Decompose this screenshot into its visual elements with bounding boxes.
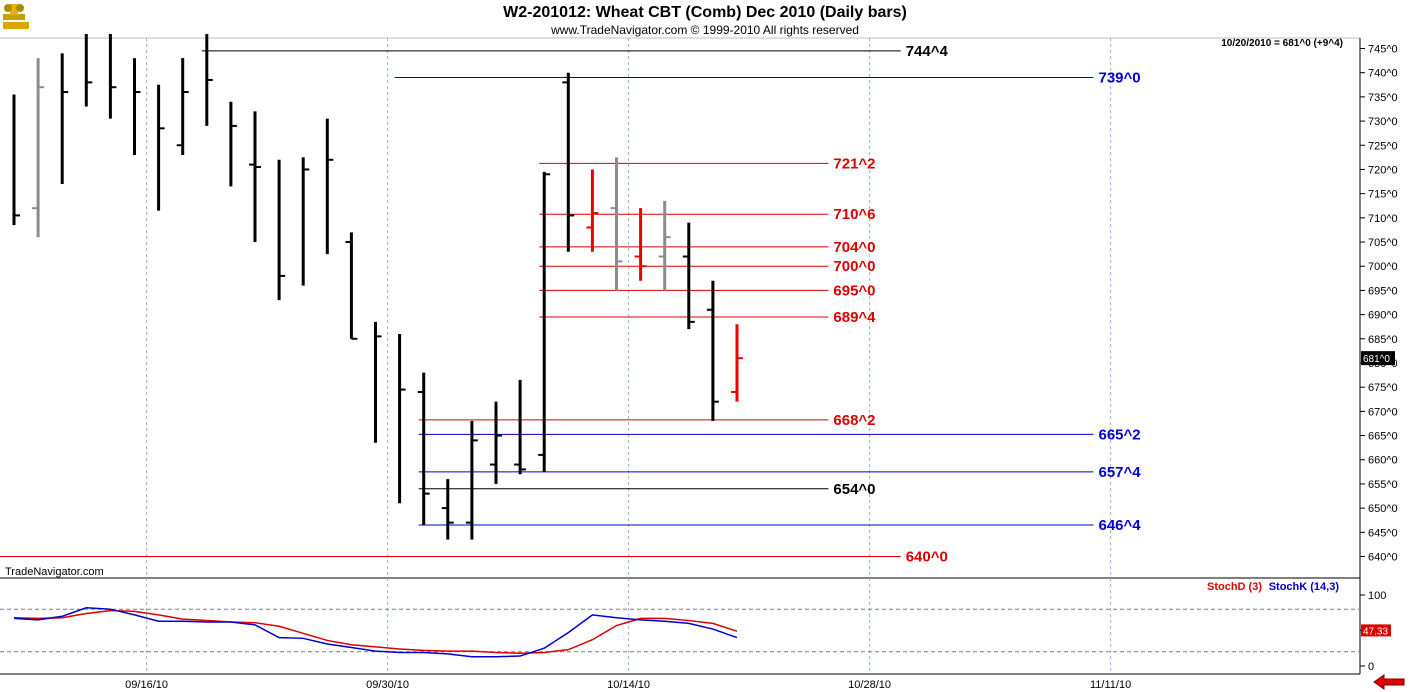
y-tick-label: 705^0 xyxy=(1368,237,1398,249)
last-price-box xyxy=(1361,351,1395,366)
price-bar xyxy=(301,157,310,286)
y-tick-label: 690^0 xyxy=(1368,310,1398,322)
price-bar xyxy=(634,208,647,281)
price-layer: 09/16/10 09/30/10 10/14/10 10/28/10 11/11/10… xyxy=(0,33,1398,691)
price-bar xyxy=(345,232,358,340)
y-tick-label: 730^0 xyxy=(1368,116,1398,128)
level-label: 721^2 xyxy=(833,155,875,172)
level-label: 668^2 xyxy=(833,412,875,429)
y-tick-label: 640^0 xyxy=(1368,552,1398,564)
bull-and-bear-logo-icon xyxy=(3,4,29,29)
osc-y-tick-label: 100 xyxy=(1368,590,1386,602)
level-label: 700^0 xyxy=(833,258,875,275)
last-price-label: 681^0 xyxy=(1363,354,1390,365)
level-label: 689^4 xyxy=(833,309,876,326)
price-bar xyxy=(157,84,165,211)
price-bar xyxy=(610,157,623,291)
scroll-left-button[interactable] xyxy=(1373,674,1405,690)
price-bar xyxy=(12,94,20,226)
price-bar xyxy=(417,372,430,526)
x-tick-label: 10/14/10 xyxy=(607,679,650,691)
price-bar xyxy=(249,111,261,243)
level-label: 665^2 xyxy=(1099,426,1141,443)
y-tick-label: 720^0 xyxy=(1368,164,1398,176)
price-bar xyxy=(229,101,237,187)
price-bar xyxy=(682,222,695,330)
osc-y-tick-label: 0 xyxy=(1368,661,1374,673)
price-bar xyxy=(32,58,45,238)
level-label: 744^4 xyxy=(906,43,949,60)
price-bar xyxy=(465,421,478,540)
osc-series-line xyxy=(13,609,738,654)
level-label: 710^6 xyxy=(833,206,875,223)
price-bar xyxy=(84,33,93,107)
price-bar xyxy=(176,58,189,155)
chart-title: W2-201012: Wheat CBT (Comb) Dec 2010 (Da… xyxy=(503,4,907,21)
price-bar xyxy=(398,333,406,504)
y-tick-label: 695^0 xyxy=(1368,285,1398,297)
price-bar xyxy=(538,171,551,472)
y-tick-label: 715^0 xyxy=(1368,189,1398,201)
price-bar xyxy=(60,53,69,184)
brand-label: TradeNavigator.com xyxy=(5,566,104,578)
y-tick-label: 660^0 xyxy=(1368,455,1398,467)
y-tick-label: 670^0 xyxy=(1368,406,1398,418)
y-tick-label: 655^0 xyxy=(1368,479,1398,491)
oscillator-layer: 10050047.33 xyxy=(0,590,1391,673)
y-tick-label: 725^0 xyxy=(1368,140,1398,152)
y-tick-label: 675^0 xyxy=(1368,382,1398,394)
osc-last-value: 47.33 xyxy=(1363,626,1388,637)
y-tick-label: 650^0 xyxy=(1368,503,1398,515)
y-tick-label: 735^0 xyxy=(1368,92,1398,104)
legend-stochk: StochK (14,3) xyxy=(1269,581,1340,593)
price-bar xyxy=(133,58,141,155)
price-bar xyxy=(108,33,117,119)
price-bar xyxy=(325,118,334,255)
price-bar xyxy=(277,159,286,301)
x-tick-label: 09/16/10 xyxy=(125,679,168,691)
price-bar xyxy=(490,401,502,484)
price-bar xyxy=(731,324,743,402)
price-bar xyxy=(586,169,599,252)
osc-series-line xyxy=(13,607,738,658)
level-label: 646^4 xyxy=(1099,517,1142,534)
y-tick-label: 740^0 xyxy=(1368,68,1398,80)
quote-readout: 10/20/2010 = 681^0 (+9^4) xyxy=(1221,38,1343,49)
chart-subtitle: www.TradeNavigator.com © 1999-2010 All r… xyxy=(550,23,859,37)
x-tick-label: 10/28/10 xyxy=(848,679,891,691)
level-label: 704^0 xyxy=(833,239,875,256)
x-tick-label: 11/11/10 xyxy=(1090,679,1131,691)
price-bar xyxy=(514,379,527,475)
x-tick-label: 09/30/10 xyxy=(366,679,409,691)
y-tick-label: 665^0 xyxy=(1368,431,1398,443)
price-bar xyxy=(658,200,671,291)
level-label: 654^0 xyxy=(833,481,875,498)
level-label: 695^0 xyxy=(833,282,875,299)
price-panel xyxy=(0,37,1361,674)
level-label: 640^0 xyxy=(906,549,948,566)
y-tick-label: 710^0 xyxy=(1368,213,1398,225)
logo xyxy=(3,4,29,29)
level-label: 657^4 xyxy=(1099,464,1142,481)
left-arrow-icon xyxy=(1373,674,1405,690)
price-bar xyxy=(205,33,213,126)
y-tick-label: 645^0 xyxy=(1368,527,1398,539)
level-label: 739^0 xyxy=(1099,70,1141,87)
price-bar xyxy=(374,321,382,443)
price-bar xyxy=(706,280,719,422)
price-bar xyxy=(441,479,454,540)
y-tick-label: 700^0 xyxy=(1368,261,1398,273)
y-tick-label: 745^0 xyxy=(1368,44,1398,56)
y-tick-label: 685^0 xyxy=(1368,334,1398,346)
legend-stochd: StochD (3) xyxy=(1207,581,1262,593)
osc-last-value-box xyxy=(1361,624,1391,637)
price-bar xyxy=(562,72,575,252)
